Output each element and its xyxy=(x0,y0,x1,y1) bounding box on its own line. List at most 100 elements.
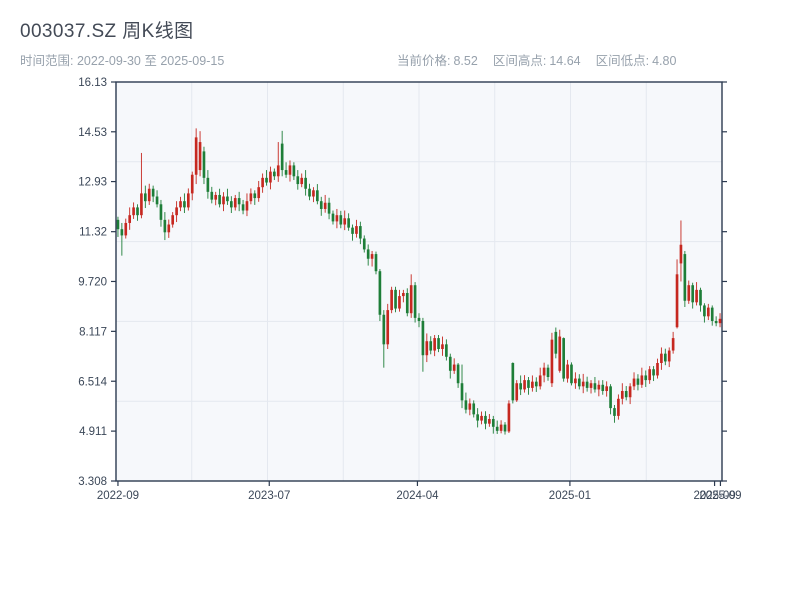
candle-body xyxy=(339,215,343,225)
candle-body xyxy=(261,177,264,188)
candle-body xyxy=(503,424,507,432)
candle-body xyxy=(577,378,581,387)
candle-body xyxy=(222,196,225,205)
candle-body xyxy=(276,165,280,177)
y-tick-label: 14.53 xyxy=(78,127,107,139)
candle-body xyxy=(151,188,155,197)
candle-body xyxy=(601,384,605,392)
candle-body xyxy=(511,362,515,401)
candle-body xyxy=(495,426,499,431)
x-tick-label: 2025-01 xyxy=(549,490,591,502)
candle-body xyxy=(233,198,237,208)
candle-body xyxy=(648,369,652,381)
x-tick-label: 2023-07 xyxy=(248,490,290,502)
candle-body xyxy=(167,224,171,233)
candle-body xyxy=(632,378,636,387)
candle-body xyxy=(273,171,276,177)
candle-body xyxy=(515,383,519,401)
candle-body xyxy=(304,177,307,189)
candle-body xyxy=(284,170,288,175)
range-low: 区间低点: 4.80 xyxy=(596,50,677,69)
candle-body xyxy=(667,350,671,362)
x-tick-label: 2025-09 xyxy=(693,490,735,502)
candle-body xyxy=(476,414,479,421)
candle-body xyxy=(370,254,374,259)
candle-body xyxy=(366,249,370,259)
candle-body xyxy=(147,188,151,202)
candle-body xyxy=(140,193,143,216)
y-tick-label: 6.514 xyxy=(78,376,107,388)
candle-body xyxy=(433,338,436,351)
candle-wick xyxy=(121,222,123,256)
candle-body xyxy=(484,415,487,424)
x-tick-label: 2024-04 xyxy=(396,490,439,502)
header-sub-row: 时间范围: 2022-09-30 至 2025-09-15 当前价格: 8.52 … xyxy=(0,50,800,69)
candle-body xyxy=(456,364,460,384)
candle-wick xyxy=(140,152,142,219)
candle-body xyxy=(230,201,233,208)
candle-body xyxy=(699,289,702,306)
candle-body xyxy=(558,336,562,371)
candle-body xyxy=(491,419,495,427)
candle-body xyxy=(554,331,558,354)
candle-body xyxy=(159,204,163,220)
candle-body xyxy=(323,202,327,209)
range-low-value: 4.80 xyxy=(652,54,677,68)
current-price-label: 当前价格: xyxy=(397,54,451,68)
candle-body xyxy=(460,383,464,401)
candle-body xyxy=(405,292,409,314)
candle-body xyxy=(194,137,198,175)
candle-body xyxy=(343,218,347,225)
candle-body xyxy=(550,339,554,384)
candle-body xyxy=(480,415,483,421)
candle-body xyxy=(269,171,272,183)
candle-body xyxy=(218,194,221,205)
candle-body xyxy=(257,187,261,199)
candle-body xyxy=(143,193,147,202)
candle-body xyxy=(132,207,135,216)
candle-body xyxy=(523,380,526,390)
candle-body xyxy=(355,226,358,234)
candle-body xyxy=(636,378,640,385)
candle-body xyxy=(347,218,350,228)
price-info: 当前价格: 8.52 区间高点: 14.64 区间低点: 4.80 xyxy=(397,50,676,69)
candle-body xyxy=(179,201,182,208)
candle-body xyxy=(644,375,648,381)
candle-body xyxy=(562,338,565,379)
candle-body xyxy=(241,204,245,211)
candle-body xyxy=(472,403,476,415)
candle-body xyxy=(628,386,632,398)
candle-body xyxy=(605,386,608,392)
candle-body xyxy=(288,165,292,175)
range-low-label: 区间低点: xyxy=(595,54,650,68)
candle-body xyxy=(265,177,268,183)
candle-body xyxy=(640,375,644,385)
y-tick-label: 4.911 xyxy=(79,426,107,438)
candle-body xyxy=(695,289,698,303)
candle-body xyxy=(198,142,202,171)
candle-body xyxy=(175,207,178,216)
y-tick-label: 8.117 xyxy=(79,326,107,338)
candle-body xyxy=(437,338,440,349)
candle-body xyxy=(202,151,206,178)
candle-body xyxy=(671,338,675,351)
candle-body xyxy=(718,318,722,324)
candle-body xyxy=(448,356,452,371)
candle-wick xyxy=(285,162,287,178)
candle-body xyxy=(566,364,569,379)
candle-body xyxy=(464,400,468,410)
candle-body xyxy=(319,201,323,209)
current-price-value: 8.52 xyxy=(453,54,478,68)
candle-body xyxy=(417,317,421,321)
candle-body xyxy=(327,202,331,214)
candle-body xyxy=(613,408,616,416)
candle-body xyxy=(710,307,714,321)
candle-body xyxy=(624,391,628,398)
candle-body xyxy=(589,383,593,388)
candle-body xyxy=(581,381,585,387)
candle-body xyxy=(163,219,167,233)
candle-body xyxy=(706,307,710,317)
candle-body xyxy=(574,378,577,384)
candle-body xyxy=(312,190,315,197)
